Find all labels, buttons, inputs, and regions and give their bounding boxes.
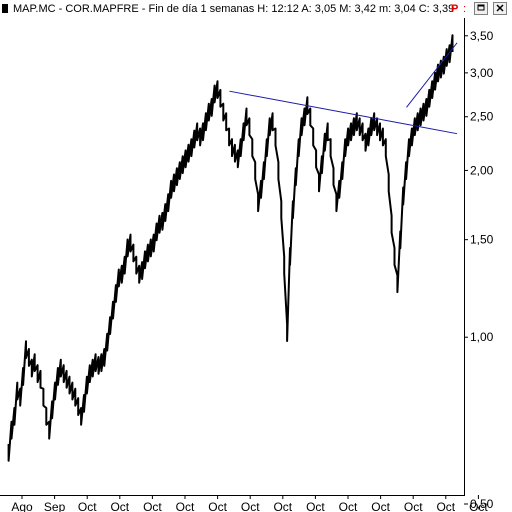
channel-trendline (406, 42, 458, 108)
x-tick-label: Oct (436, 500, 455, 512)
price-flag: P (451, 3, 459, 15)
x-tick-label: Oct (143, 500, 162, 512)
x-tick-label: Oct (273, 500, 292, 512)
x-tick-label: Oct (339, 500, 358, 512)
close-icon (496, 4, 504, 12)
y-tick-label: 2,50 (470, 110, 494, 124)
x-tick-label: Oct (110, 500, 129, 512)
x-tick-label: Oct (371, 500, 390, 512)
close-button[interactable] (493, 2, 507, 15)
y-tick-label: 1,50 (470, 233, 494, 247)
resistance-trendline (229, 90, 458, 135)
x-tick-label: Oct (306, 500, 325, 512)
y-tick-label: 3,50 (470, 29, 494, 43)
x-tick-label: Oct (241, 500, 260, 512)
x-tick-label: Oct (208, 500, 227, 512)
x-tick-label: Oct (78, 500, 97, 512)
y-tick-label: 0,50 (470, 497, 494, 511)
x-tick-label: Oct (176, 500, 195, 512)
x-tick-label: Oct (404, 500, 423, 512)
y-tick-label: 3,00 (470, 66, 494, 80)
plot-frame (0, 18, 465, 496)
y-tick-label: 1,00 (470, 330, 494, 344)
window-title: MAP.MC - COR.MAPFRE - Fin de día 1 seman… (13, 3, 455, 15)
price-flag-suffix: : (463, 3, 467, 15)
chart-window-icon (2, 4, 8, 13)
x-tick-label: Sep (44, 500, 66, 512)
window-titlebar: MAP.MC - COR.MAPFRE - Fin de día 1 seman… (0, 0, 512, 18)
restore-button[interactable] (474, 2, 488, 15)
x-tick-label: Oct (469, 500, 488, 512)
price-series-line (7, 34, 454, 462)
restore-icon (477, 4, 485, 11)
x-tick-label: Ago (11, 500, 33, 512)
y-tick-label: 2,00 (470, 163, 494, 177)
